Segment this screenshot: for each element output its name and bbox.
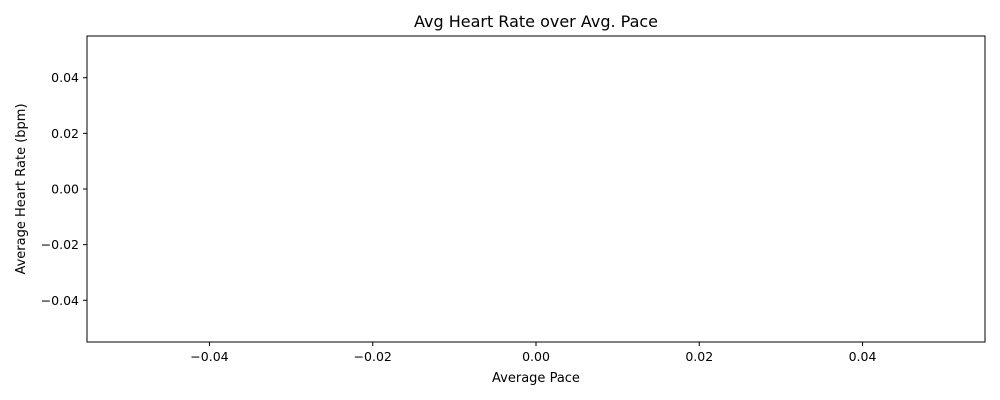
x-axis: −0.04 −0.02 0.00 0.02 0.04 bbox=[190, 342, 877, 364]
x-tick-label: −0.04 bbox=[190, 349, 228, 364]
chart-title: Avg Heart Rate over Avg. Pace bbox=[414, 12, 658, 31]
y-axis-label: Average Heart Rate (bpm) bbox=[14, 103, 29, 274]
x-tick-label: 0.04 bbox=[849, 349, 877, 364]
x-axis-label: Average Pace bbox=[492, 371, 580, 386]
y-tick-label: 0.02 bbox=[51, 126, 79, 141]
y-tick-label: 0.00 bbox=[51, 182, 79, 197]
x-tick-label: 0.00 bbox=[522, 349, 550, 364]
y-tick-label: 0.04 bbox=[51, 70, 79, 85]
x-tick-label: −0.02 bbox=[354, 349, 392, 364]
y-tick-label: −0.04 bbox=[41, 293, 79, 308]
y-tick-label: −0.02 bbox=[41, 237, 79, 252]
plot-area bbox=[86, 35, 986, 343]
y-axis: −0.04 −0.02 0.00 0.02 0.04 bbox=[41, 70, 87, 308]
x-tick-label: 0.02 bbox=[685, 349, 713, 364]
